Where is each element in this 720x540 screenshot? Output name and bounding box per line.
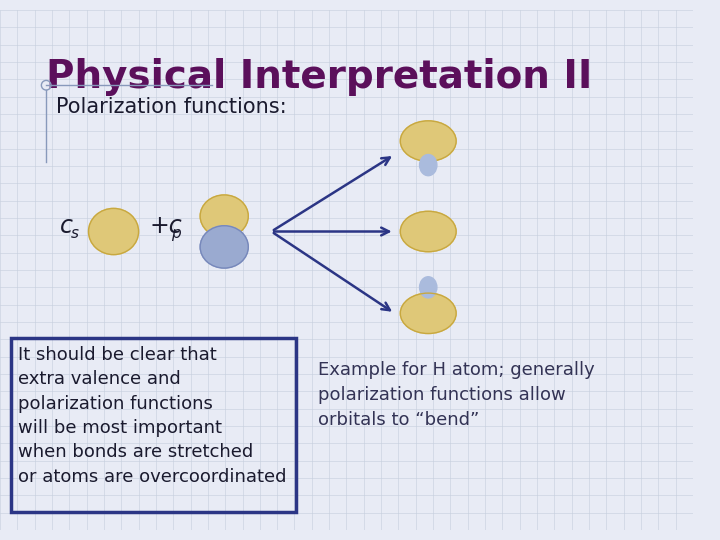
Text: p: p bbox=[171, 226, 181, 241]
Text: Example for H atom; generally
polarization functions allow
orbitals to “bend”: Example for H atom; generally polarizati… bbox=[318, 361, 594, 429]
Ellipse shape bbox=[89, 208, 138, 254]
Ellipse shape bbox=[400, 293, 456, 334]
Text: It should be clear that
extra valence and
polarization functions
will be most im: It should be clear that extra valence an… bbox=[18, 346, 287, 485]
Ellipse shape bbox=[400, 211, 456, 252]
Text: c: c bbox=[60, 214, 73, 238]
Ellipse shape bbox=[420, 276, 437, 298]
Ellipse shape bbox=[420, 154, 437, 176]
Text: s: s bbox=[71, 226, 79, 241]
Ellipse shape bbox=[400, 121, 456, 161]
Text: Polarization functions:: Polarization functions: bbox=[56, 97, 287, 117]
Ellipse shape bbox=[200, 226, 248, 268]
Ellipse shape bbox=[200, 195, 248, 237]
Text: +c: +c bbox=[149, 214, 182, 238]
Text: Physical Interpretation II: Physical Interpretation II bbox=[46, 58, 593, 96]
